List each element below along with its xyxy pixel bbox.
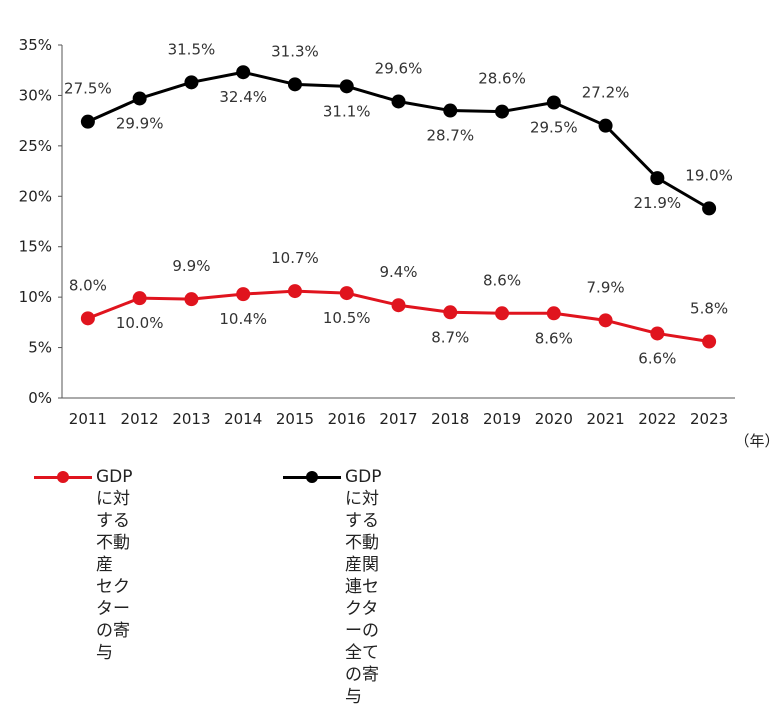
data-point (391, 94, 406, 109)
axes: 0% 5% 10% 15% 20% 25% 30% 35% 2011 2012 2013 2014 20… (19, 36, 780, 450)
data-point (132, 91, 147, 106)
data-label: 10.4% (219, 310, 267, 328)
data-point (702, 201, 717, 216)
data-point (650, 171, 665, 186)
data-label: 6.6% (638, 349, 676, 367)
x-tick-label: 2012 (121, 410, 159, 428)
data-label: 8.7% (431, 328, 469, 346)
y-tick-label: 25% (19, 137, 52, 155)
x-tick-label: 2014 (224, 410, 262, 428)
y-tick-label: 10% (19, 288, 52, 306)
data-point (184, 75, 199, 90)
data-point (391, 298, 406, 313)
data-label: 7.9% (587, 278, 625, 296)
data-label: 9.4% (379, 263, 417, 281)
legend-label-real-estate: GDPに対する不動産 セクターの寄与 (96, 467, 133, 663)
legend-swatch-black (283, 466, 341, 488)
data-label: 27.5% (64, 80, 112, 98)
data-point (80, 114, 95, 129)
data-point (650, 326, 665, 341)
data-point (339, 79, 354, 94)
legend-swatch-red (34, 466, 92, 488)
data-label: 21.9% (634, 194, 682, 212)
data-label: 31.3% (271, 42, 319, 60)
data-point (598, 313, 613, 328)
y-tick-label: 35% (19, 36, 52, 54)
data-label: 31.1% (323, 102, 371, 120)
data-point (546, 306, 561, 321)
data-label: 28.6% (478, 70, 526, 88)
data-point (702, 334, 717, 349)
data-point (443, 103, 458, 118)
x-axis-unit: （年） (734, 432, 779, 450)
x-tick-label: 2020 (535, 410, 573, 428)
x-tick-label: 2016 (328, 410, 366, 428)
data-label: 9.9% (172, 257, 210, 275)
legend-label-related-sectors: GDPに対する不動産関連セクターの全ての寄与 (345, 467, 382, 707)
y-tick-label: 5% (28, 339, 52, 357)
legend-item-related-sectors: GDPに対する不動産関連セクターの全ての寄与 (283, 466, 382, 708)
x-tick-label: 2022 (638, 410, 676, 428)
data-point (287, 284, 302, 299)
data-label: 28.7% (426, 127, 474, 145)
y-tick-label: 15% (19, 238, 52, 256)
x-tick-label: 2018 (431, 410, 469, 428)
data-label: 8.6% (535, 329, 573, 347)
data-point (598, 118, 613, 133)
x-tick-label: 2019 (483, 410, 521, 428)
x-tick-label: 2023 (690, 410, 728, 428)
x-tick-label: 2021 (586, 410, 624, 428)
data-point (236, 65, 251, 80)
data-label: 29.5% (530, 118, 578, 136)
data-label: 10.0% (116, 314, 164, 332)
data-label: 27.2% (582, 84, 630, 102)
data-label: 10.7% (271, 249, 319, 267)
data-point (132, 291, 147, 306)
data-label: 31.5% (168, 40, 216, 58)
data-label: 29.9% (116, 114, 164, 132)
data-point (339, 286, 354, 301)
x-tick-label: 2015 (276, 410, 314, 428)
series-layer (80, 65, 717, 349)
data-point (236, 287, 251, 302)
data-label: 29.6% (375, 59, 423, 77)
data-label: 5.8% (690, 300, 728, 318)
data-label: 10.5% (323, 309, 371, 327)
data-point (495, 306, 510, 321)
data-point (287, 77, 302, 92)
data-point (443, 305, 458, 320)
data-labels: 8.0% 10.0% 9.9% 10.4% 10.7% 10.5% 9.4% 8.7% 8.6%… (64, 40, 733, 367)
data-label: 8.0% (69, 276, 107, 294)
data-point (184, 292, 199, 307)
y-tick-label: 20% (19, 187, 52, 205)
x-tick-label: 2017 (379, 410, 417, 428)
data-point (546, 95, 561, 110)
data-label: 8.6% (483, 271, 521, 289)
legend-item-real-estate: GDPに対する不動産 セクターの寄与 (34, 466, 133, 664)
y-tick-label: 0% (28, 389, 52, 407)
data-label: 32.4% (219, 88, 267, 106)
data-point (80, 311, 95, 326)
data-point (495, 104, 510, 119)
data-label: 19.0% (685, 166, 733, 184)
x-tick-label: 2013 (172, 410, 210, 428)
line-chart: 0% 5% 10% 15% 20% 25% 30% 35% 2011 2012 2013 2014 20… (19, 36, 780, 450)
x-tick-label: 2011 (69, 410, 107, 428)
y-tick-label: 30% (19, 86, 52, 104)
